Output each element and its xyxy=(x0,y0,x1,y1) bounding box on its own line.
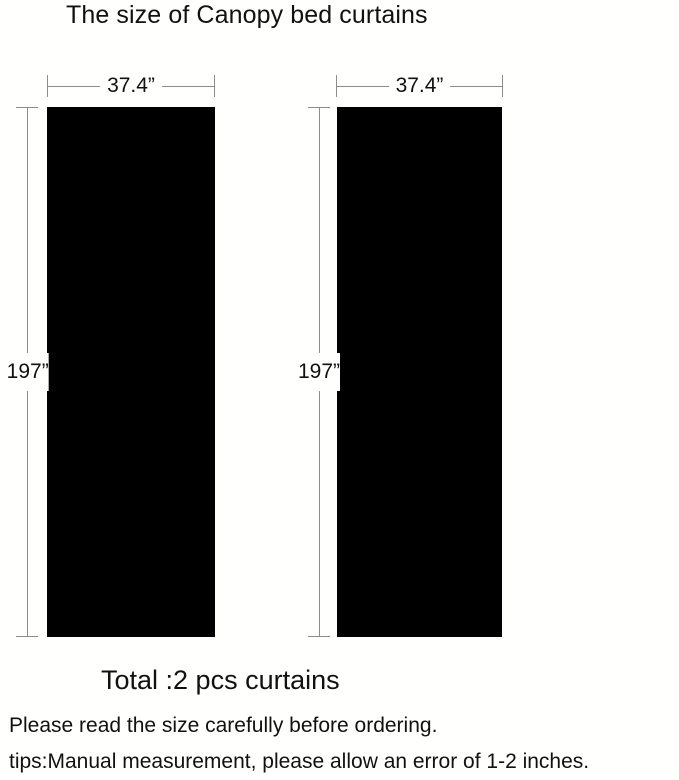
right-panel-width-label: 37.4” xyxy=(388,73,451,99)
dimension-tick-end xyxy=(16,636,38,637)
ordering-note-text: Please read the size carefully before or… xyxy=(9,714,438,737)
dimension-tick-start xyxy=(308,107,330,108)
right-panel-width-dimension: 37.4” xyxy=(336,73,503,99)
dimension-tick-end xyxy=(308,636,330,637)
right-panel-height-label: 197” xyxy=(297,353,341,391)
page-title: The size of Canopy bed curtains xyxy=(66,1,428,29)
left-panel-height-label: 197” xyxy=(6,353,49,391)
left-panel-width-dimension: 37.4” xyxy=(47,73,215,99)
dimension-tick-start xyxy=(336,75,337,97)
dimension-tick-end xyxy=(214,75,215,97)
dimension-tick-end xyxy=(502,75,503,97)
dimension-tick-start xyxy=(16,107,38,108)
left-curtain-panel xyxy=(47,107,215,637)
left-panel-width-label: 37.4” xyxy=(100,73,162,99)
left-panel-height-dimension: 197” xyxy=(6,107,49,637)
right-curtain-panel xyxy=(337,107,502,637)
total-pieces-text: Total :2 pcs curtains xyxy=(101,665,340,695)
right-panel-height-dimension: 197” xyxy=(297,107,341,637)
dimension-tick-start xyxy=(47,75,48,97)
measurement-tolerance-note-text: tips:Manual measurement, please allow an… xyxy=(9,750,590,773)
